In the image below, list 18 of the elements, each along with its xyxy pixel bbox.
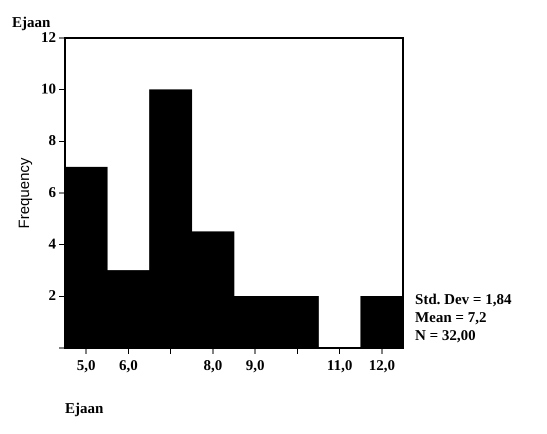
x-tick-label: 9,0 — [246, 358, 264, 374]
y-axis-title: Frequency — [16, 157, 34, 228]
x-axis-title: Ejaan — [65, 400, 104, 417]
text: Mean = 7,2 — [415, 310, 486, 326]
text: Std. Dev = 1,84 — [415, 292, 512, 308]
x-tick-label: 11,0 — [326, 358, 352, 374]
x-tick-label: 12,0 — [368, 358, 395, 374]
y-tick-label: 10 — [41, 82, 56, 98]
y-tick-label: 4 — [48, 236, 56, 253]
x-tick-label: 6,0 — [119, 358, 138, 374]
x-tick-label: 5,0 — [76, 358, 96, 374]
y-tick-label: 2 — [48, 288, 56, 304]
chart-title: Ejaan — [12, 14, 51, 31]
y-tick-label: 12 — [41, 30, 56, 46]
y-tick-label: 6 — [48, 184, 56, 201]
y-tick-label: 8 — [48, 133, 56, 150]
text: N = 32,00 — [415, 328, 476, 344]
x-tick-label: 8,0 — [204, 358, 222, 374]
